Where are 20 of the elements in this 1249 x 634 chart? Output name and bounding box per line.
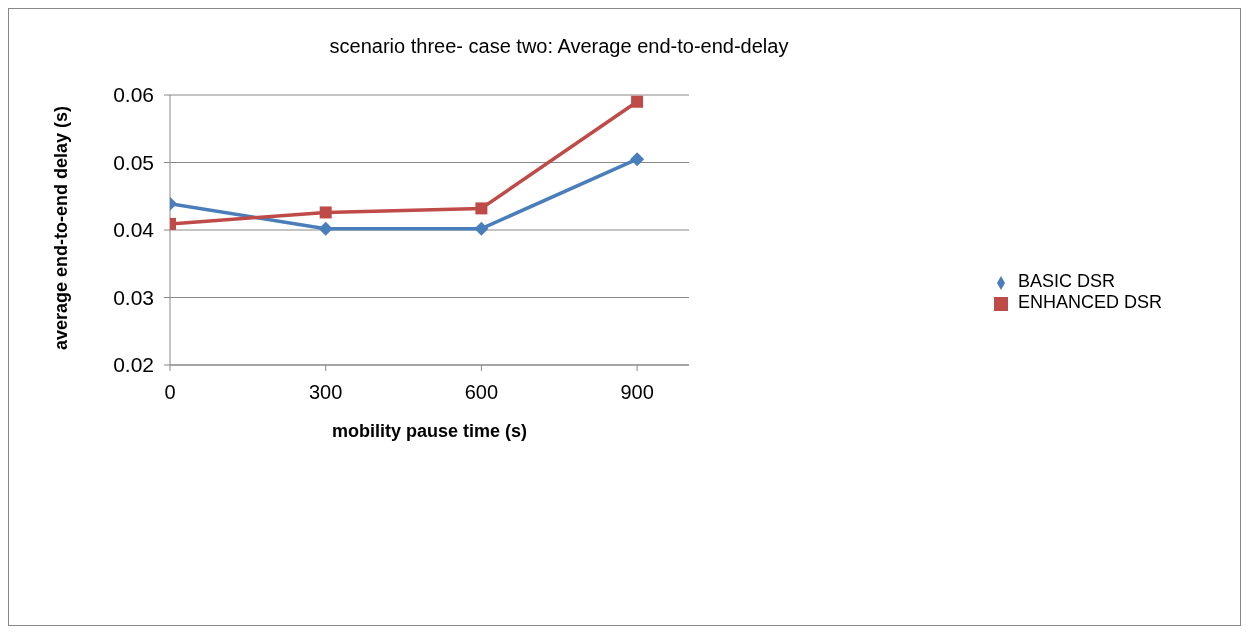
point — [474, 221, 489, 236]
y-axis-title: average end-to-end delay (s) — [51, 105, 72, 350]
x-axis-title: mobility pause time (s) — [331, 421, 528, 441]
y-tick-label: 0.02 — [113, 353, 154, 377]
point — [630, 152, 645, 167]
x-tick-label: 0 — [164, 381, 176, 404]
x-tick-label: 900 — [620, 381, 654, 404]
point — [475, 202, 488, 215]
x-tick-label: 300 — [309, 381, 343, 404]
legend-label: ENHANCED DSR — [1018, 292, 1163, 312]
y-tick-label: 0.04 — [113, 218, 155, 242]
point — [318, 221, 333, 236]
y-tick-label: 0.05 — [113, 150, 154, 174]
chart-title: scenario three- case two: Average end-to-end-delay — [328, 35, 790, 58]
x-tick-label: 600 — [464, 381, 499, 404]
legend-label: BASIC DSR — [1018, 271, 1116, 291]
y-tick-label: 0.03 — [113, 285, 154, 309]
point — [319, 206, 332, 219]
point — [631, 95, 644, 108]
y-tick-label: 0.06 — [113, 83, 154, 107]
